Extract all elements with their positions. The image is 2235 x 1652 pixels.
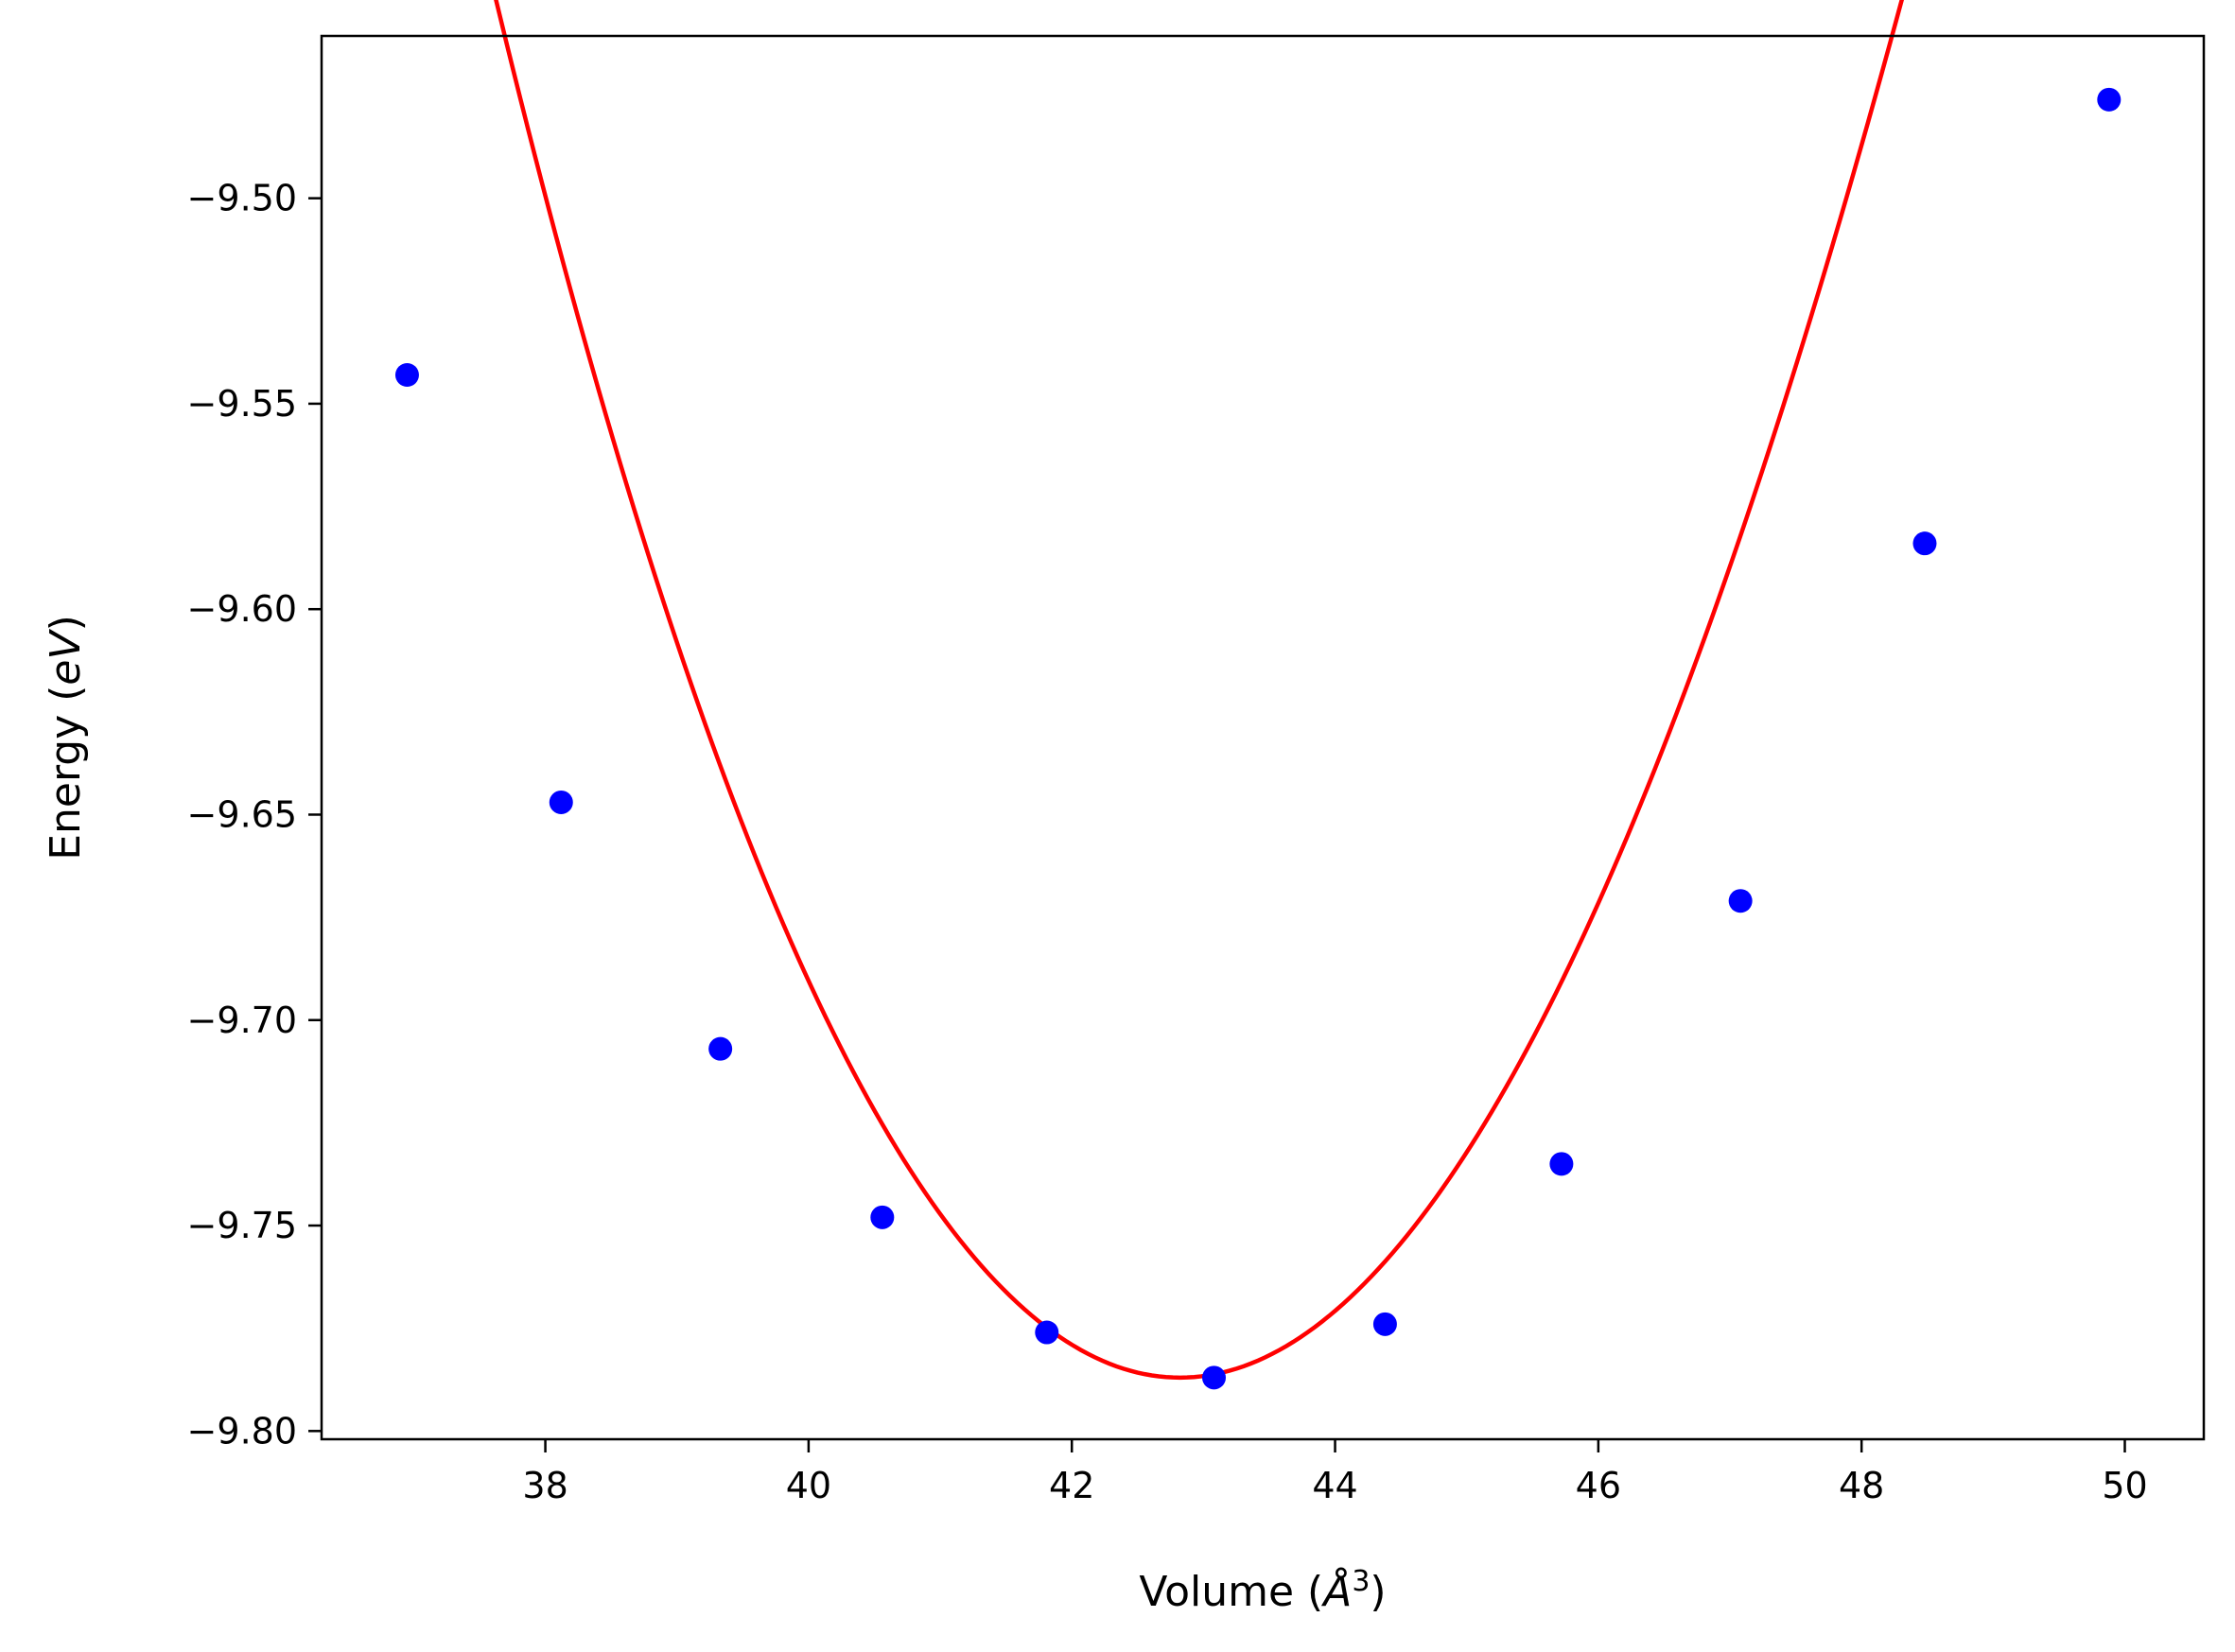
x-tick-label: 48 [1839, 1465, 1884, 1506]
y-tick-label: −9.60 [187, 588, 297, 630]
x-tick-label: 50 [2102, 1465, 2147, 1506]
y-axis-label: Energy (eV) [42, 615, 90, 861]
x-axis-ticks: 38 40 42 44 46 48 50 [522, 1439, 2148, 1506]
y-tick-label: −9.75 [187, 1205, 297, 1246]
y-tick-label: −9.80 [187, 1410, 297, 1452]
plot-content [394, 0, 2122, 1390]
x-axis-label: Volume (Å3) [1139, 1565, 1386, 1616]
y-tick-label: −9.70 [187, 1000, 297, 1041]
data-point [708, 1036, 733, 1061]
data-point [1372, 1312, 1397, 1336]
plot-frame [320, 34, 2206, 1441]
y-tick-label: −9.50 [187, 178, 297, 219]
x-tick-label: 42 [1049, 1465, 1094, 1506]
data-point [2097, 87, 2122, 112]
y-tick-label: −9.55 [187, 383, 297, 425]
data-point [870, 1205, 895, 1229]
x-tick-label: 44 [1312, 1465, 1357, 1506]
data-point [549, 790, 573, 814]
data-point [1728, 889, 1753, 913]
y-tick-label: −9.65 [187, 793, 297, 835]
x-tick-label: 40 [786, 1465, 831, 1506]
data-point [1912, 531, 1937, 556]
y-axis-ticks: −9.80 −9.75 −9.70 −9.65 −9.60 −9.55 −9.50 [187, 178, 322, 1452]
x-tick-label: 38 [522, 1465, 567, 1506]
x-tick-label: 46 [1576, 1465, 1621, 1506]
data-point [1549, 1152, 1574, 1176]
data-point [394, 363, 419, 388]
data-point [1202, 1365, 1227, 1390]
data-point [1035, 1320, 1059, 1345]
fit-curve [494, 0, 1904, 1381]
